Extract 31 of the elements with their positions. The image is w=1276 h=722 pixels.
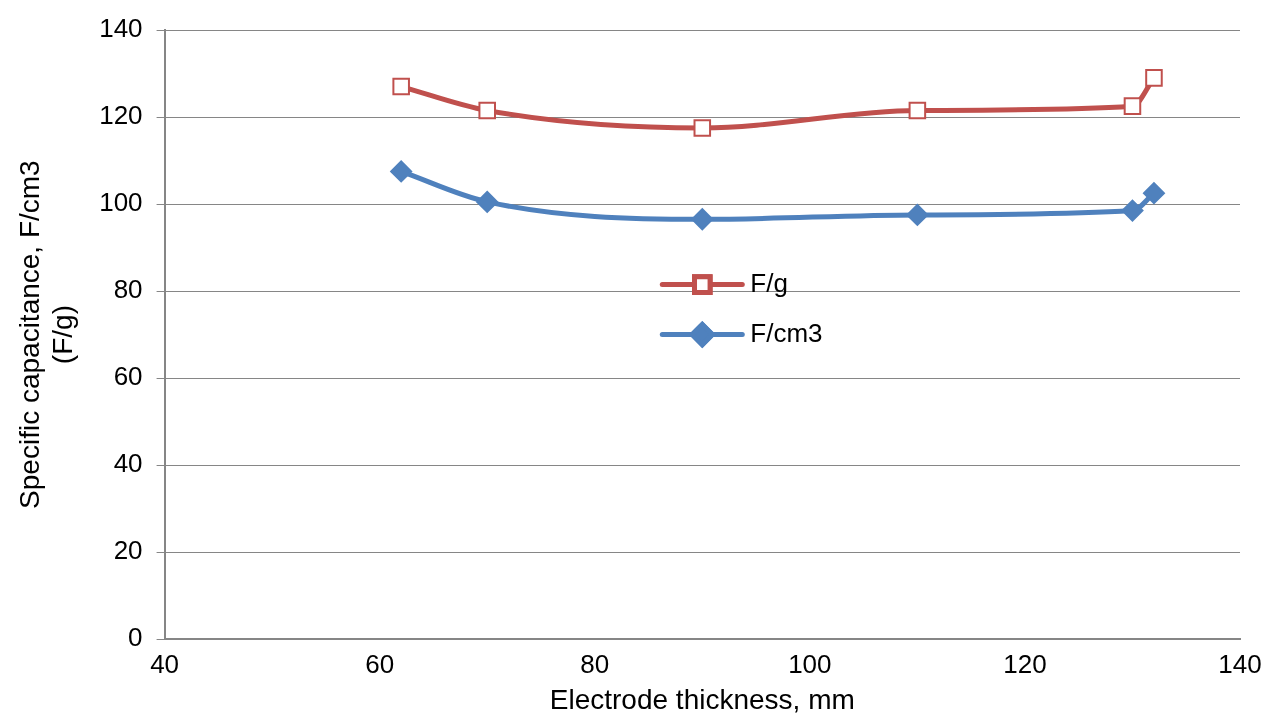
x-tick-label: 60	[365, 648, 395, 679]
point	[691, 208, 714, 231]
point	[1121, 199, 1144, 222]
point	[1123, 97, 1142, 115]
y-tick-label: 40	[113, 448, 143, 479]
point	[392, 77, 410, 96]
x-tick-label: 80	[580, 648, 610, 679]
point	[908, 101, 927, 120]
y-tick-label: 60	[113, 361, 143, 392]
y-tick-label: 80	[113, 274, 143, 305]
x-tick-label: 140	[1218, 648, 1262, 679]
y-tick-label: 140	[99, 13, 143, 44]
x-tick-label: 120	[1003, 648, 1047, 679]
legend-label: F/g	[750, 267, 788, 298]
point	[1142, 182, 1165, 205]
x-tick-label: 100	[788, 648, 832, 679]
point	[693, 119, 712, 137]
y-tick-label: 120	[99, 100, 143, 131]
legend-label: F/cm3	[750, 317, 823, 348]
point	[906, 203, 929, 226]
x-tick-label: 40	[150, 648, 180, 679]
y-tick-label: 20	[113, 535, 143, 566]
y-tick-label: 100	[99, 187, 143, 218]
point	[1145, 69, 1163, 87]
point	[478, 101, 496, 120]
x-axis-title: Electrode thickness, mm	[549, 683, 855, 715]
point	[476, 190, 499, 213]
y-tick-label: 0	[128, 622, 143, 653]
point	[390, 160, 413, 183]
text: Specific capacitance, F/cm3	[13, 160, 45, 509]
text: (F/g)	[47, 305, 79, 365]
